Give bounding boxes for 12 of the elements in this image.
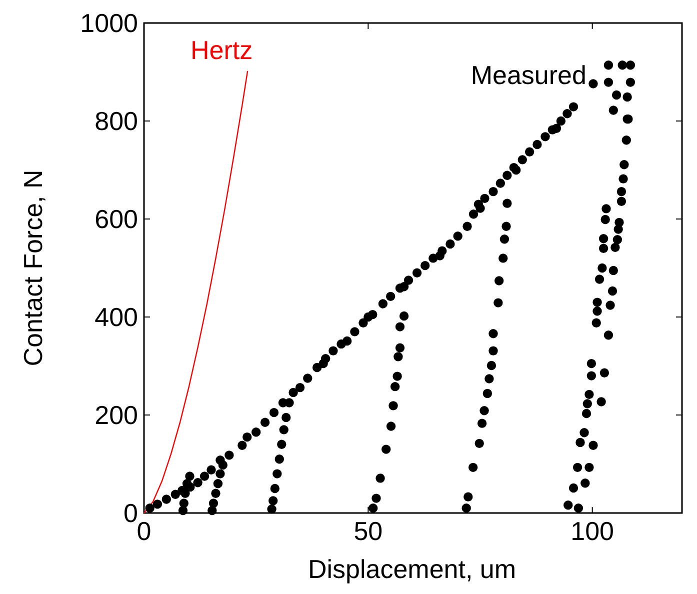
y-tick-label: 200 [94,400,138,430]
y-tick-label: 1000 [80,8,138,38]
x-axis-title: Displacement, um [308,554,516,584]
y-tick-label: 400 [94,302,138,332]
series-label: Hertz [190,35,253,66]
y-tick-label: 800 [94,106,138,136]
legend-label: Measured [470,60,586,90]
y-tick-label: 600 [94,204,138,234]
y-axis-title: Contact Force, N [18,170,48,366]
line-series [143,70,248,514]
x-tick-label: 100 [570,516,614,546]
x-tick-label: 50 [354,516,383,546]
